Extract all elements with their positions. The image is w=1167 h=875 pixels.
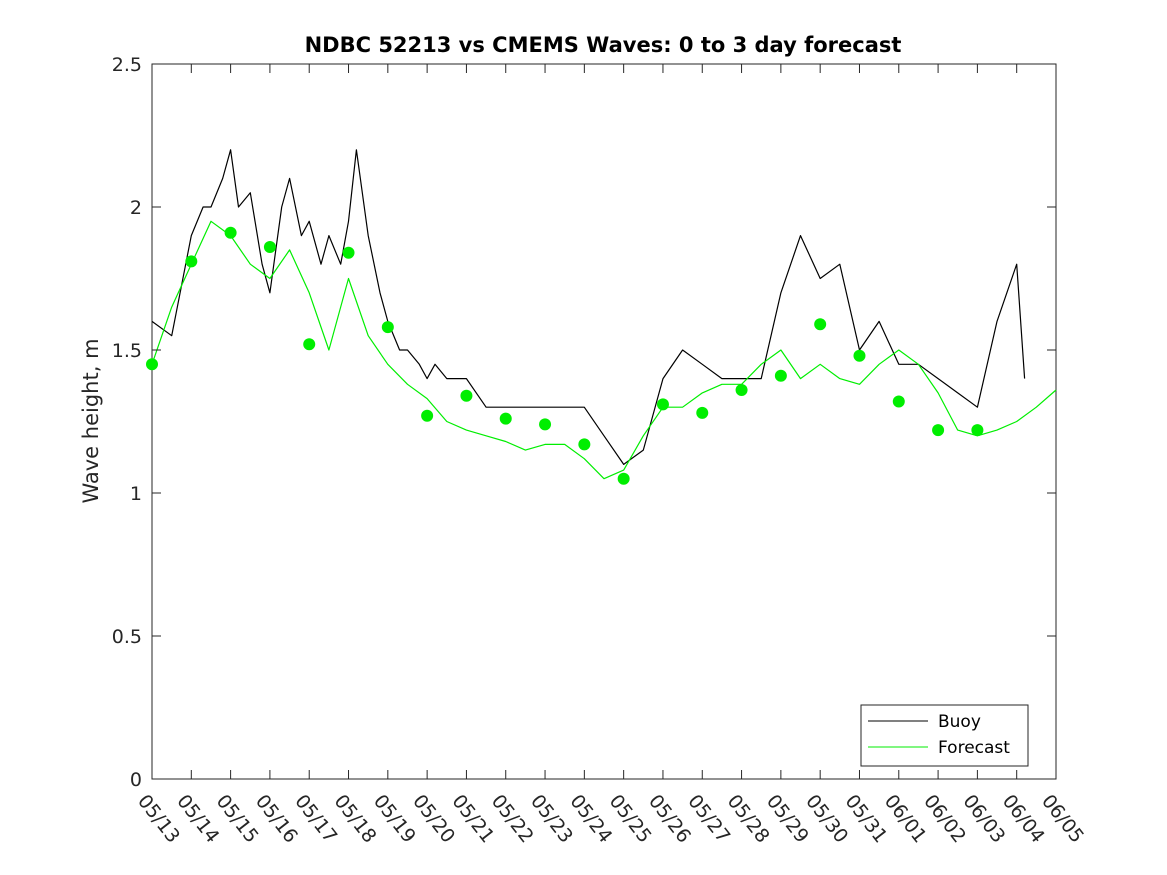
series-lines — [151, 149, 1057, 480]
series-line-buoy — [151, 149, 1026, 465]
forecast-point — [774, 369, 787, 382]
legend-label-buoy: Buoy — [938, 712, 981, 732]
legend-label-forecast: Forecast — [938, 738, 1010, 758]
y-tick-label: 2 — [130, 197, 142, 219]
y-axis-label: Wave height, m — [79, 338, 103, 503]
forecast-point — [735, 384, 748, 397]
forecast-point — [381, 321, 394, 334]
forecast-point — [146, 358, 158, 371]
y-tick-label: 0 — [130, 769, 142, 791]
forecast-point — [499, 412, 512, 425]
y-axis: 0 0.5 1 1.5 2 2.5 — [112, 54, 1056, 791]
forecast-point — [814, 318, 827, 331]
plot-area — [151, 63, 1057, 780]
forecast-point — [185, 255, 198, 268]
forecast-point — [342, 246, 355, 259]
y-tick-label: 1 — [130, 483, 142, 505]
forecast-point — [932, 424, 945, 437]
forecast-point — [578, 438, 591, 451]
forecast-markers — [146, 226, 984, 485]
y-tick-label: 2.5 — [112, 54, 142, 76]
y-tick-label: 1.5 — [112, 340, 142, 362]
forecast-point — [971, 424, 984, 437]
forecast-point — [656, 398, 669, 411]
forecast-point — [696, 406, 709, 419]
legend: Buoy Forecast — [860, 704, 1029, 767]
forecast-point — [303, 338, 316, 351]
forecast-point — [892, 395, 905, 408]
y-tick-label: 0.5 — [112, 626, 142, 648]
series-line-forecast — [151, 220, 1057, 480]
legend-box — [860, 704, 1029, 767]
forecast-point — [460, 389, 473, 402]
forecast-point — [853, 349, 866, 362]
forecast-point — [263, 241, 276, 254]
forecast-point — [617, 472, 630, 485]
forecast-point — [539, 418, 552, 431]
forecast-point — [224, 226, 237, 239]
forecast-point — [421, 409, 434, 422]
chart-title: NDBC 52213 vs CMEMS Waves: 0 to 3 day fo… — [305, 33, 902, 57]
